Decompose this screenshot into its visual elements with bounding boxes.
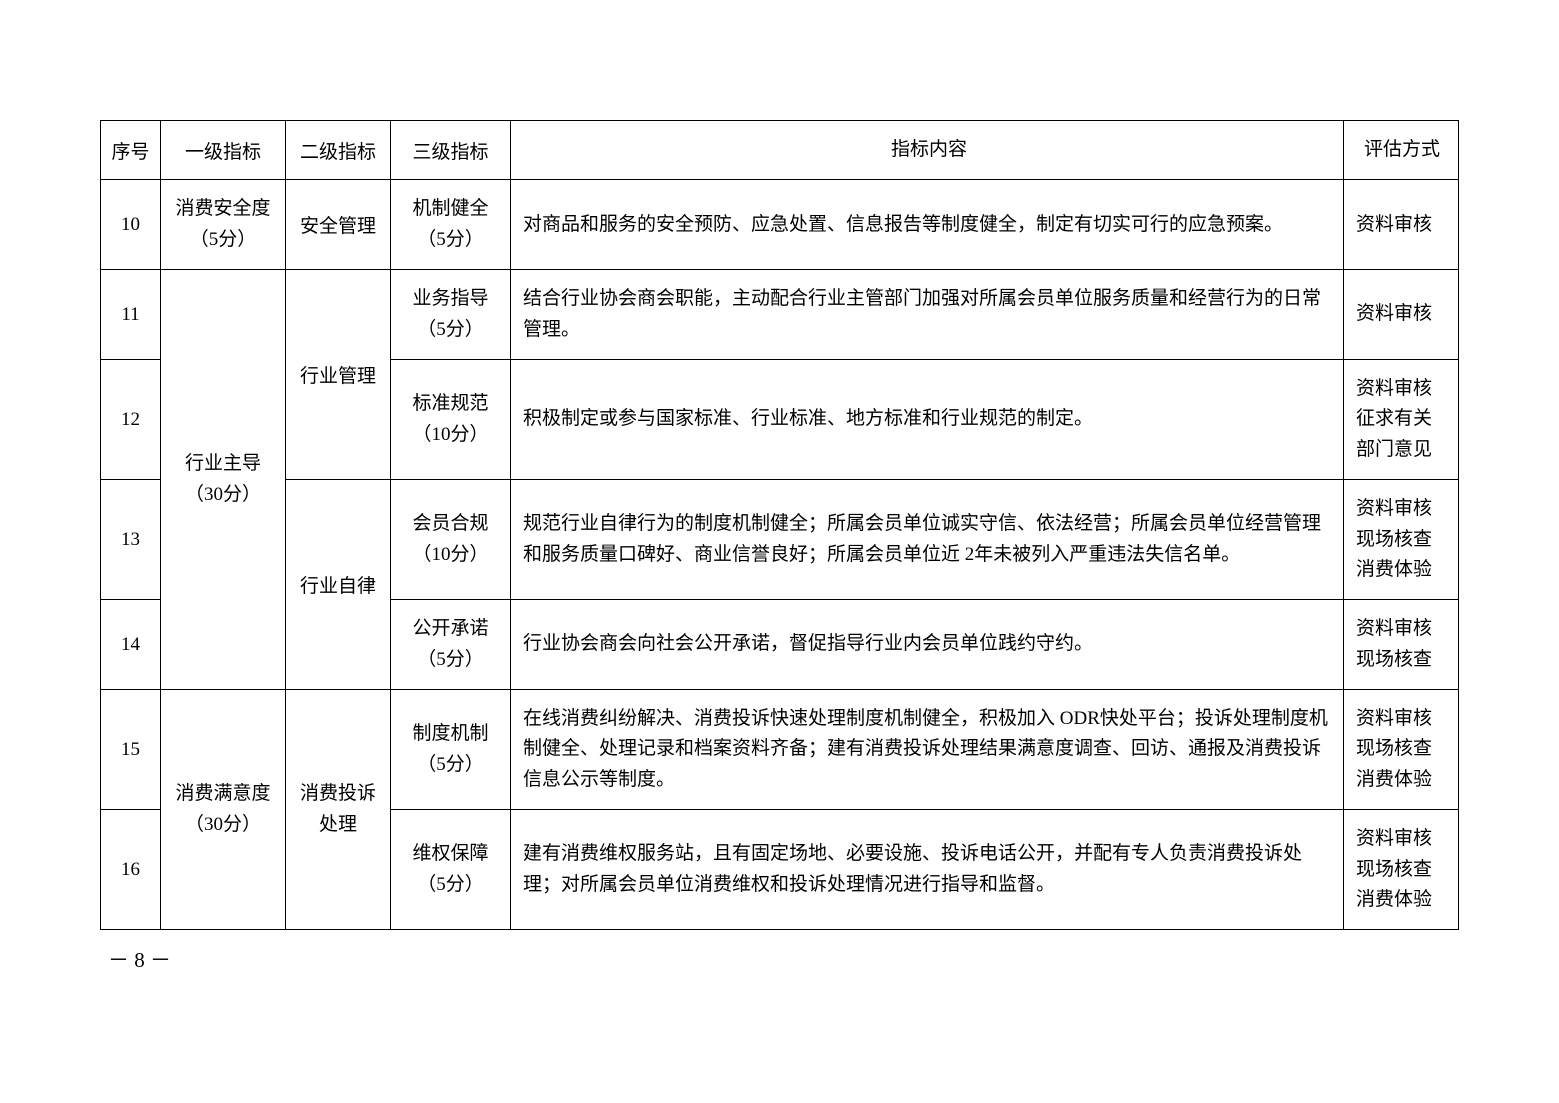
header-level2: 二级指标 bbox=[286, 121, 391, 180]
header-level3: 三级指标 bbox=[391, 121, 511, 180]
cell-seq: 10 bbox=[101, 180, 161, 270]
header-level1: 一级指标 bbox=[161, 121, 286, 180]
cell-method: 资料审核现场核查消费体验 bbox=[1344, 810, 1459, 930]
table-row: 10 消费安全度（5分） 安全管理 机制健全（5分） 对商品和服务的安全预防、应… bbox=[101, 180, 1459, 270]
header-method: 评估方式 bbox=[1344, 121, 1459, 180]
cell-seq: 12 bbox=[101, 359, 161, 479]
cell-method: 资料审核现场核查消费体验 bbox=[1344, 480, 1459, 600]
cell-method: 资料审核 bbox=[1344, 270, 1459, 360]
cell-l2-merged: 消费投诉处理 bbox=[286, 690, 391, 930]
cell-l1: 消费安全度（5分） bbox=[161, 180, 286, 270]
cell-method: 资料审核征求有关部门意见 bbox=[1344, 359, 1459, 479]
cell-method: 资料审核现场核查 bbox=[1344, 600, 1459, 690]
table-header-row: 序号 一级指标 二级指标 三级指标 指标内容 评估方式 bbox=[101, 121, 1459, 180]
table-row: 13 行业自律 会员合规（10分） 规范行业自律行为的制度机制健全；所属会员单位… bbox=[101, 480, 1459, 600]
cell-l3: 维权保障（5分） bbox=[391, 810, 511, 930]
header-seq: 序号 bbox=[101, 121, 161, 180]
table-row: 11 行业主导（30分） 行业管理 业务指导（5分） 结合行业协会商会职能，主动… bbox=[101, 270, 1459, 360]
cell-content: 建有消费维权服务站，且有固定场地、必要设施、投诉电话公开，并配有专人负责消费投诉… bbox=[511, 810, 1344, 930]
cell-l3: 标准规范（10分） bbox=[391, 359, 511, 479]
page-number: － 8 － bbox=[100, 944, 1459, 974]
cell-seq: 14 bbox=[101, 600, 161, 690]
cell-l3: 制度机制（5分） bbox=[391, 690, 511, 810]
cell-l3: 公开承诺（5分） bbox=[391, 600, 511, 690]
cell-l3: 机制健全（5分） bbox=[391, 180, 511, 270]
cell-method: 资料审核现场核查消费体验 bbox=[1344, 690, 1459, 810]
cell-content: 在线消费纠纷解决、消费投诉快速处理制度机制健全，积极加入 ODR快处平台；投诉处… bbox=[511, 690, 1344, 810]
cell-l2-merged: 行业管理 bbox=[286, 270, 391, 480]
cell-l2: 安全管理 bbox=[286, 180, 391, 270]
cell-seq: 15 bbox=[101, 690, 161, 810]
cell-seq: 16 bbox=[101, 810, 161, 930]
header-content: 指标内容 bbox=[511, 121, 1344, 180]
cell-l3: 会员合规（10分） bbox=[391, 480, 511, 600]
table-row: 15 消费满意度（30分） 消费投诉处理 制度机制（5分） 在线消费纠纷解决、消… bbox=[101, 690, 1459, 810]
cell-content: 结合行业协会商会职能，主动配合行业主管部门加强对所属会员单位服务质量和经营行为的… bbox=[511, 270, 1344, 360]
cell-seq: 11 bbox=[101, 270, 161, 360]
cell-method: 资料审核 bbox=[1344, 180, 1459, 270]
indicator-table: 序号 一级指标 二级指标 三级指标 指标内容 评估方式 10 消费安全度（5分）… bbox=[100, 120, 1459, 930]
cell-content: 对商品和服务的安全预防、应急处置、信息报告等制度健全，制定有切实可行的应急预案。 bbox=[511, 180, 1344, 270]
cell-content: 规范行业自律行为的制度机制健全；所属会员单位诚实守信、依法经营；所属会员单位经营… bbox=[511, 480, 1344, 600]
cell-content: 行业协会商会向社会公开承诺，督促指导行业内会员单位践约守约。 bbox=[511, 600, 1344, 690]
cell-l3: 业务指导（5分） bbox=[391, 270, 511, 360]
cell-seq: 13 bbox=[101, 480, 161, 600]
cell-l1-merged: 行业主导（30分） bbox=[161, 270, 286, 690]
cell-l2-merged: 行业自律 bbox=[286, 480, 391, 690]
cell-l1-merged: 消费满意度（30分） bbox=[161, 690, 286, 930]
cell-content: 积极制定或参与国家标准、行业标准、地方标准和行业规范的制定。 bbox=[511, 359, 1344, 479]
